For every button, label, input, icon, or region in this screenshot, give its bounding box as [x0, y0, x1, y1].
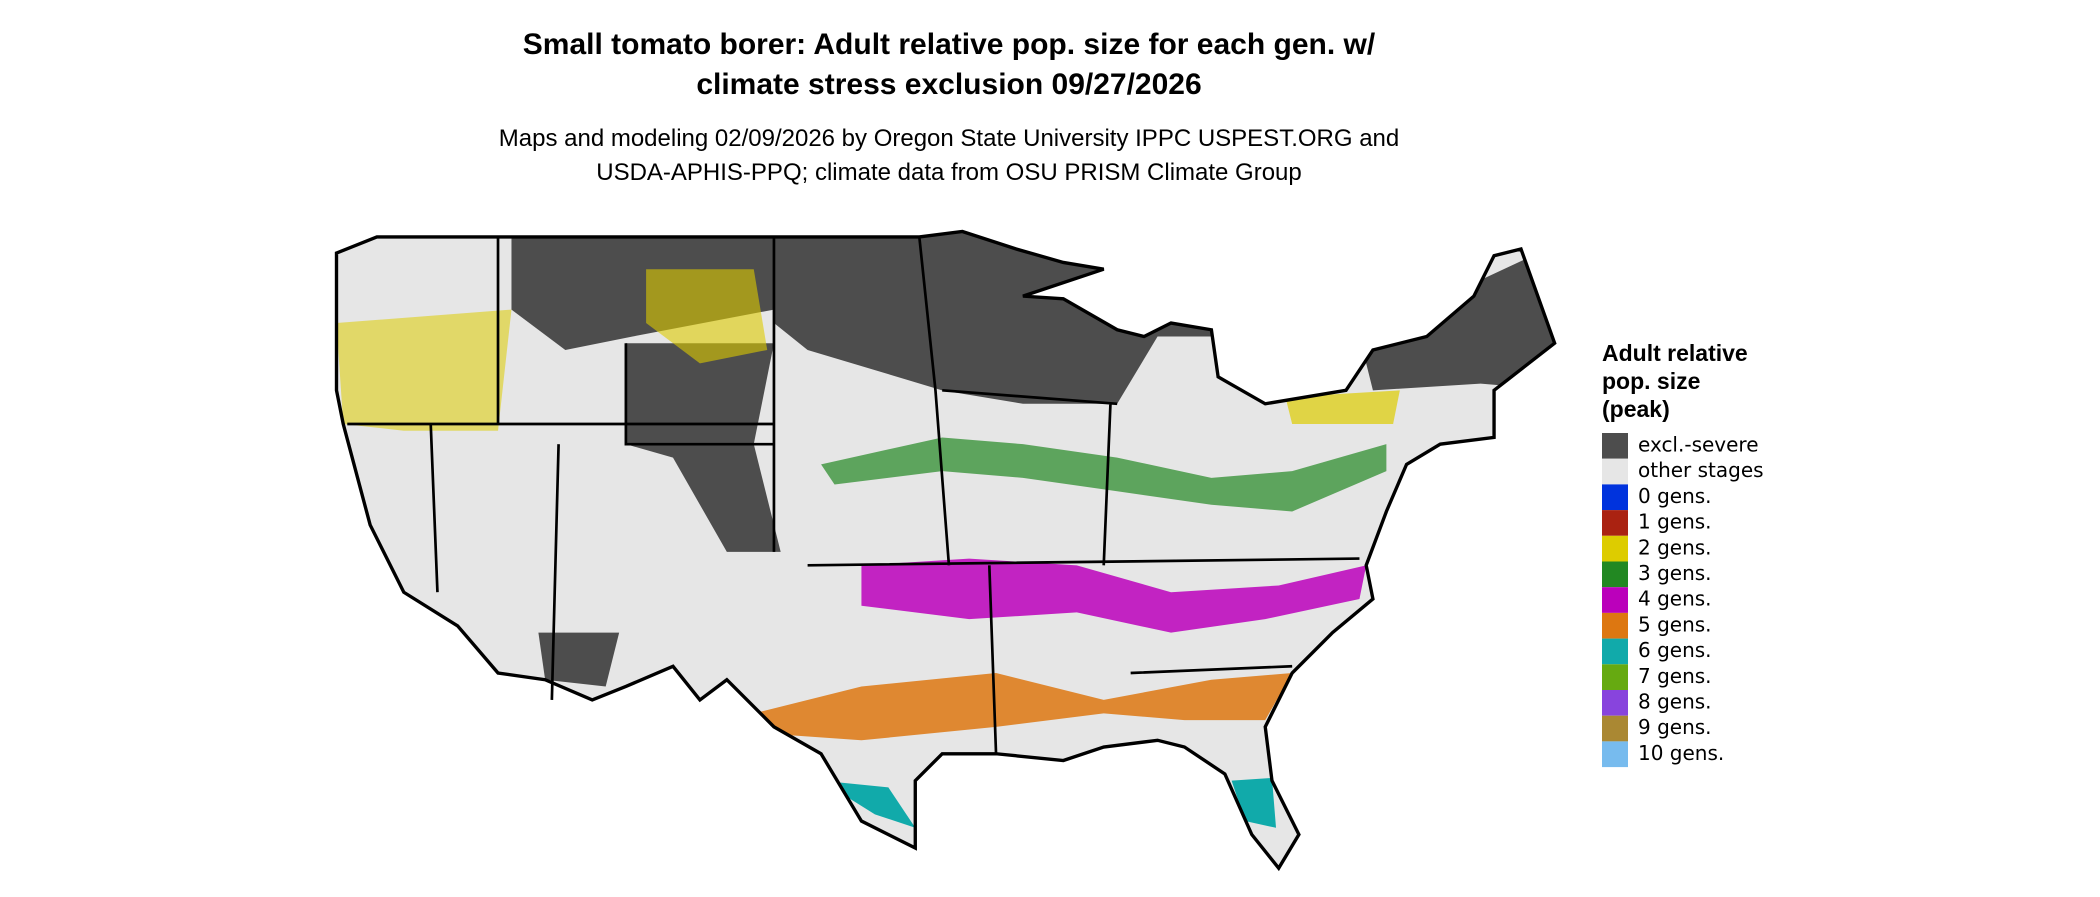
legend-swatch — [1602, 535, 1628, 562]
legend-swatch — [1602, 458, 1628, 485]
legend-label: 2 gens. — [1638, 535, 1712, 559]
legend-title: Adult relative pop. size (peak) — [1602, 340, 1748, 422]
state-borders — [347, 236, 1360, 754]
excluded-area — [1359, 242, 1555, 391]
legend-swatch — [1602, 433, 1628, 459]
legend-label: 0 gens. — [1638, 484, 1712, 508]
legend-label: 7 gens. — [1638, 664, 1712, 688]
legend-swatch — [1602, 612, 1628, 639]
excluded-area — [625, 343, 781, 552]
legend-label: 9 gens. — [1638, 715, 1712, 739]
us-map — [334, 229, 1557, 870]
legend-swatch — [1602, 484, 1628, 511]
legend-swatch — [1602, 561, 1628, 588]
legend-swatch — [1602, 690, 1628, 716]
legend-swatch — [1602, 638, 1628, 665]
legend-label: other stages — [1638, 458, 1764, 482]
legend-label: 1 gens. — [1638, 510, 1712, 534]
six-gen-area — [1231, 777, 1277, 828]
five-gen-area — [753, 673, 1293, 741]
legend-swatch — [1602, 510, 1628, 536]
map-title: Small tomato borer: Adult relative pop. … — [523, 28, 1376, 101]
two-gen-area — [336, 309, 512, 431]
legend-label: 10 gens. — [1638, 741, 1724, 765]
legend-label: 6 gens. — [1638, 638, 1712, 662]
four-gen-area — [861, 558, 1367, 633]
legend-label: excl.-severe — [1638, 433, 1759, 457]
legend-swatch — [1602, 664, 1628, 690]
excluded-area — [538, 632, 620, 687]
map-subtitle: Maps and modeling 02/09/2026 by Oregon S… — [499, 125, 1399, 186]
legend-label: 4 gens. — [1638, 587, 1712, 611]
legend-swatch — [1602, 741, 1628, 768]
legend-label: 8 gens. — [1638, 690, 1712, 714]
three-gen-area — [821, 437, 1387, 512]
two-gen-area — [646, 269, 768, 364]
legend-label: 5 gens. — [1638, 612, 1712, 636]
legend-swatch — [1602, 587, 1628, 613]
legend-swatch — [1602, 715, 1628, 742]
legend-label: 3 gens. — [1638, 561, 1712, 585]
two-gen-area — [1285, 390, 1400, 424]
